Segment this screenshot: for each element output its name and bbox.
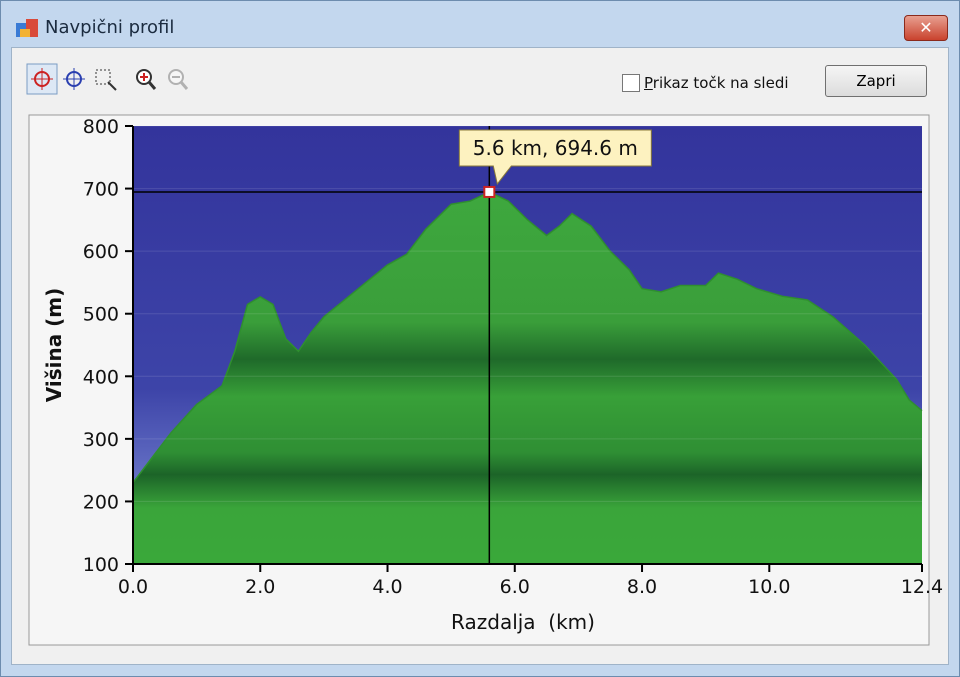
checkbox[interactable] [622, 74, 640, 92]
tool-select[interactable] [26, 63, 58, 95]
tool-cross[interactable] [63, 68, 85, 90]
toolbar [26, 63, 189, 95]
checkbox-label[interactable]: Prikaz točk na sledi [644, 74, 789, 92]
tool-zoom-in[interactable] [136, 69, 157, 90]
tool-zoom-box[interactable] [95, 69, 117, 91]
app-icon [16, 19, 38, 37]
close-button[interactable]: ✕ [904, 15, 948, 41]
close-dialog-button[interactable]: Zapri [825, 65, 927, 97]
window-title: Navpični profil [45, 17, 175, 38]
dialog-body: Prikaz točk na sledi Zapri [11, 47, 949, 665]
tool-zoom-out[interactable] [168, 69, 189, 90]
